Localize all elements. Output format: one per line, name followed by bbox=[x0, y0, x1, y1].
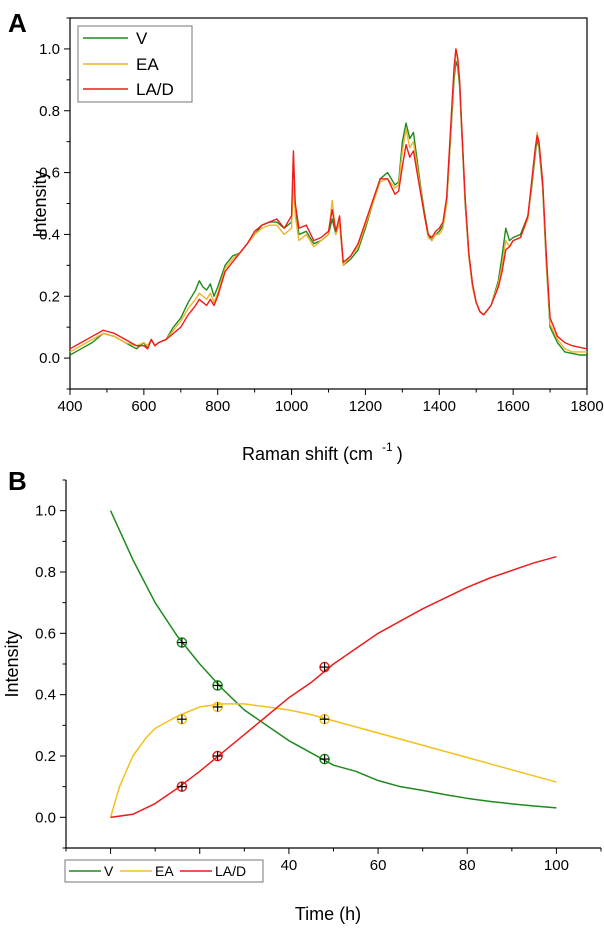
legend-label-v: V bbox=[104, 863, 114, 879]
panel-a-y-axis-title: Intensity bbox=[30, 170, 50, 237]
data-point-ea bbox=[176, 713, 188, 725]
panel-b-letter: B bbox=[8, 466, 27, 496]
series-line-la-d bbox=[69, 48, 588, 350]
panel-a-series bbox=[69, 48, 588, 356]
panel-a-y-tick-label: 1.0 bbox=[39, 41, 60, 58]
panel-b-series bbox=[109, 510, 557, 819]
panel-b-x-tick-label: 100 bbox=[544, 857, 569, 874]
legend-label-la-d: LA/D bbox=[215, 863, 246, 879]
panel-b-y-tick-label: 0.4 bbox=[35, 687, 56, 704]
panel-a-y-tick-label: 0.6 bbox=[39, 165, 60, 182]
panel-a-legend: V EA LA/D bbox=[77, 25, 193, 103]
legend-label-v: V bbox=[136, 29, 148, 48]
data-point-ea bbox=[319, 713, 330, 725]
series-line-ea bbox=[69, 48, 587, 353]
panel-b-y-tick-label: 0.6 bbox=[35, 625, 56, 642]
panel-b-legend: V EA LA/D bbox=[64, 859, 264, 883]
data-point-la-d bbox=[176, 781, 188, 792]
panel-a-x-tick-label: 1400 bbox=[423, 398, 456, 415]
data-point-v bbox=[176, 637, 188, 648]
panel-b-y-tick-label: 0.8 bbox=[35, 564, 56, 581]
data-point-v bbox=[319, 753, 330, 765]
panel-b-x-axis-title: Time (h) bbox=[295, 904, 361, 924]
panel-b-axes: 0204060801000.00.20.40.60.81.0 bbox=[35, 479, 602, 874]
legend-label-ea: EA bbox=[155, 863, 174, 879]
panel-a-axes: 400 600 800 1000 1200 1400 1600 1800 0.0 0.2 0.4 0.… bbox=[39, 17, 604, 415]
panel-a-y-tick-label: 0.8 bbox=[39, 103, 60, 120]
panel-a-x-tick-label: 600 bbox=[131, 398, 156, 415]
panel-b-y-axis-title: Intensity bbox=[2, 630, 22, 697]
panel-a-x-axis-title: Raman shift (cm -1) bbox=[242, 440, 403, 464]
data-point-la-d bbox=[319, 661, 330, 673]
legend-label-ea: EA bbox=[136, 55, 159, 74]
panel-a-x-tick-label: 400 bbox=[57, 398, 82, 415]
panel-b-x-tick-label: 40 bbox=[281, 857, 298, 874]
data-point-la-d bbox=[212, 750, 223, 762]
panel-a-x-tick-label: 800 bbox=[205, 398, 230, 415]
panel-b-x-tick-label: 80 bbox=[459, 857, 476, 874]
panel-a-letter: A bbox=[8, 8, 27, 38]
data-point-ea bbox=[212, 701, 223, 713]
panel-a-y-tick-label: 0.2 bbox=[39, 288, 60, 305]
panel-b-y-tick-label: 1.0 bbox=[35, 503, 56, 520]
panel-a-y-tick-label: 0.0 bbox=[39, 350, 60, 367]
series-line-v bbox=[69, 60, 587, 356]
fit-curve-ea bbox=[109, 703, 557, 818]
panel-a-x-tick-label: 1600 bbox=[496, 398, 529, 415]
panel-b-y-tick-label: 0.0 bbox=[35, 809, 56, 826]
panel-a-y-tick-label: 0.4 bbox=[39, 226, 60, 243]
panel-a-x-tick-label: 1200 bbox=[349, 398, 382, 415]
data-point-v bbox=[212, 680, 223, 691]
panel-b-legend-box bbox=[64, 859, 264, 883]
panel-a: A 400 600 800 1000 1200 1400 1600 1800 0.0 0.2 0.4… bbox=[8, 8, 604, 464]
panel-a-x-tick-label: 1000 bbox=[275, 398, 308, 415]
legend-label-la-d: LA/D bbox=[136, 80, 174, 99]
panel-b-x-tick-label: 60 bbox=[370, 857, 387, 874]
panel-b: B 0204060801000.00.20.40.60.81.0 Intensi… bbox=[2, 466, 602, 924]
panel-b-y-tick-label: 0.2 bbox=[35, 748, 56, 765]
fit-curve-la-d bbox=[110, 555, 557, 819]
panel-a-x-tick-label: 1800 bbox=[570, 398, 603, 415]
